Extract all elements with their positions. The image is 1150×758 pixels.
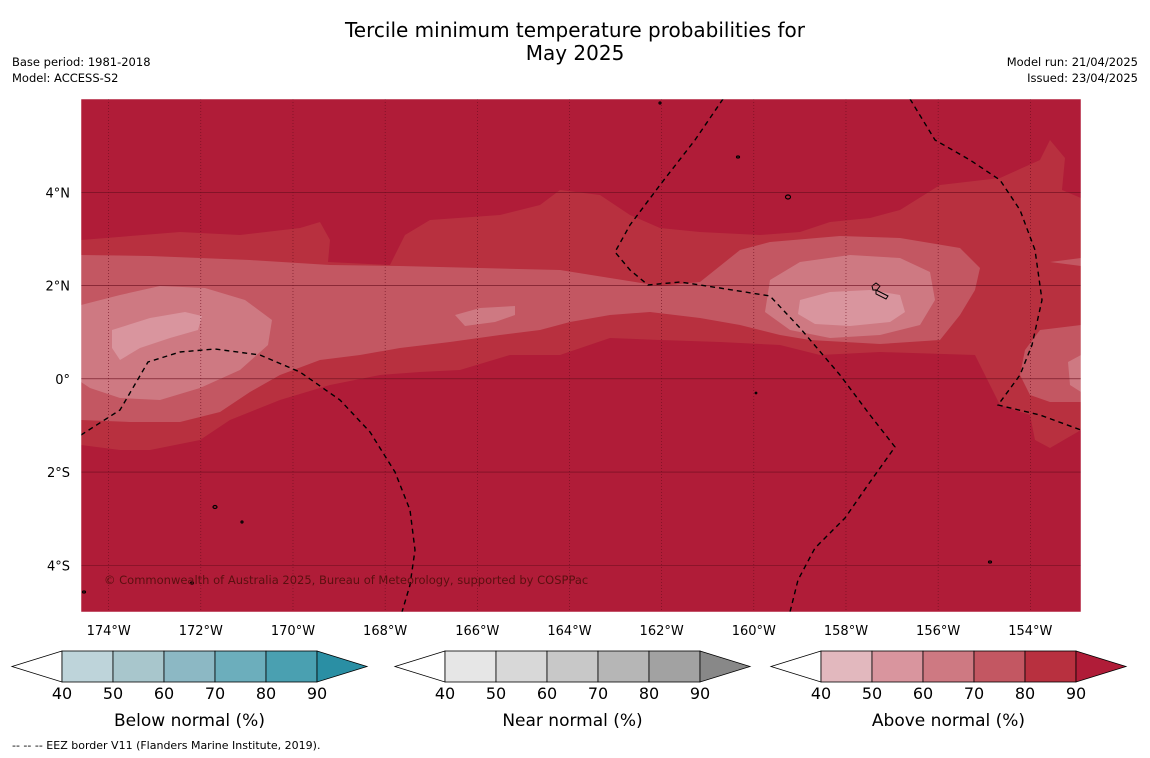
eez-border-line — [81, 348, 416, 612]
lat-tick-label: 4°N — [46, 186, 71, 201]
colorbar-segment — [214, 650, 267, 683]
lon-tick-label: 168°W — [363, 624, 407, 639]
colorbar-tick-label: 50 — [486, 684, 506, 703]
colorbar-title: Above normal (%) — [872, 711, 1025, 731]
colorbar-segment — [922, 650, 975, 683]
colorbar-tick-label: 50 — [862, 684, 882, 703]
colorbar-title: Near normal (%) — [502, 711, 642, 731]
lon-tick-label: 172°W — [179, 624, 223, 639]
colorbar-segment — [495, 650, 548, 683]
colorbar-segment — [265, 650, 318, 683]
lon-tick-label: 154°W — [1008, 624, 1052, 639]
colorbar-legends: 40 50 60 70 80 90 Below normal (%) 40 50 60 70 80 90… — [10, 650, 1128, 731]
issued-text: Issued: 23/04/2025 — [1027, 71, 1138, 85]
colorbar-segment — [973, 650, 1026, 683]
colorbar-tick-label: 70 — [588, 684, 608, 703]
colorbar-tick-label: 60 — [913, 684, 933, 703]
colorbar-arrow-low — [769, 650, 822, 683]
colorbar-tick-label: 40 — [435, 684, 455, 703]
eez-border-line — [614, 99, 896, 612]
colorbar-tick-label: 80 — [639, 684, 659, 703]
map-title-line1: Tercile minimum temperature probabilitie… — [344, 18, 806, 42]
map-figure: 174°W 172°W 170°W 168°W 166°W 164°W 162°W 160°W… — [10, 98, 1128, 731]
colorbar-tick-label: 60 — [154, 684, 174, 703]
eez-footnote: -- -- -- EEZ border V11 (Flanders Marine… — [12, 739, 321, 752]
colorbar-tick-label: 40 — [811, 684, 831, 703]
colorbar-segment — [820, 650, 873, 683]
colorbar-title: Below normal (%) — [114, 711, 265, 731]
lon-tick-label: 174°W — [87, 624, 131, 639]
field-40-50 — [112, 290, 905, 360]
colorbar-arrow-low — [393, 650, 446, 683]
lon-tick-label: 160°W — [732, 624, 776, 639]
lon-tick-label: 162°W — [640, 624, 684, 639]
lat-tick-label: 0° — [55, 373, 70, 388]
colorbar-arrow-high — [1075, 650, 1128, 683]
base-period-text: Base period: 1981-2018 — [12, 55, 151, 69]
model-run-text: Model run: 21/04/2025 — [1006, 55, 1138, 69]
longitude-axis: 174°W 172°W 170°W 168°W 166°W 164°W 162°W 160°W… — [87, 624, 1053, 639]
latitude-axis: 4°N 2°N 0° 2°S 4°S — [46, 186, 71, 574]
eez-border-line — [909, 99, 1081, 431]
colorbar-tick-label: 90 — [1066, 684, 1086, 703]
map-grid — [81, 99, 1081, 612]
colorbar: 40 50 60 70 80 90 Near normal (%) — [393, 650, 752, 731]
eez-borders — [81, 99, 1081, 612]
colorbar-tick-label: 90 — [307, 684, 327, 703]
lon-tick-label: 166°W — [455, 624, 499, 639]
colorbar-segment — [444, 650, 497, 683]
colorbar: 40 50 60 70 80 90 Above normal (%) — [769, 650, 1128, 731]
colorbar-arrow-low — [10, 650, 63, 683]
colorbar-tick-label: 40 — [52, 684, 72, 703]
colorbar-segment — [871, 650, 924, 683]
colorbar-tick-label: 80 — [1015, 684, 1035, 703]
colorbar-tick-label: 50 — [103, 684, 123, 703]
meta-right: Model run: 21/04/2025 Issued: 23/04/2025 — [1007, 54, 1138, 86]
colorbar-segment — [163, 650, 216, 683]
map-frame — [80, 98, 1082, 613]
colorbar-tick-label: 90 — [690, 684, 710, 703]
colorbar-tick-label: 70 — [964, 684, 984, 703]
colorbar-arrow-high — [699, 650, 752, 683]
lon-tick-label: 158°W — [824, 624, 868, 639]
lon-tick-label: 164°W — [547, 624, 591, 639]
lat-tick-label: 2°S — [47, 466, 70, 481]
colorbar-tick-label: 70 — [205, 684, 225, 703]
lat-tick-label: 4°S — [47, 559, 70, 574]
colorbar-arrow-high — [316, 650, 369, 683]
model-text: Model: ACCESS-S2 — [12, 71, 119, 85]
colorbar-segment — [112, 650, 165, 683]
island-markers — [81, 101, 993, 594]
colorbar-segment — [597, 650, 650, 683]
map-title-line2: May 2025 — [525, 41, 625, 65]
field-50-60 — [81, 255, 1081, 400]
colorbar-tick-label: 80 — [256, 684, 276, 703]
probability-field — [81, 99, 1081, 612]
colorbar-segment — [61, 650, 114, 683]
colorbar-segment — [546, 650, 599, 683]
colorbar-segment — [648, 650, 701, 683]
lon-tick-label: 170°W — [271, 624, 315, 639]
colorbar-tick-label: 60 — [537, 684, 557, 703]
lon-tick-label: 156°W — [916, 624, 960, 639]
meta-left: Base period: 1981-2018 Model: ACCESS-S2 — [12, 54, 151, 86]
copyright-credit: © Commonwealth of Australia 2025, Bureau… — [104, 573, 588, 587]
colorbar-segment — [1024, 650, 1077, 683]
colorbar: 40 50 60 70 80 90 Below normal (%) — [10, 650, 369, 731]
lat-tick-label: 2°N — [46, 280, 71, 295]
